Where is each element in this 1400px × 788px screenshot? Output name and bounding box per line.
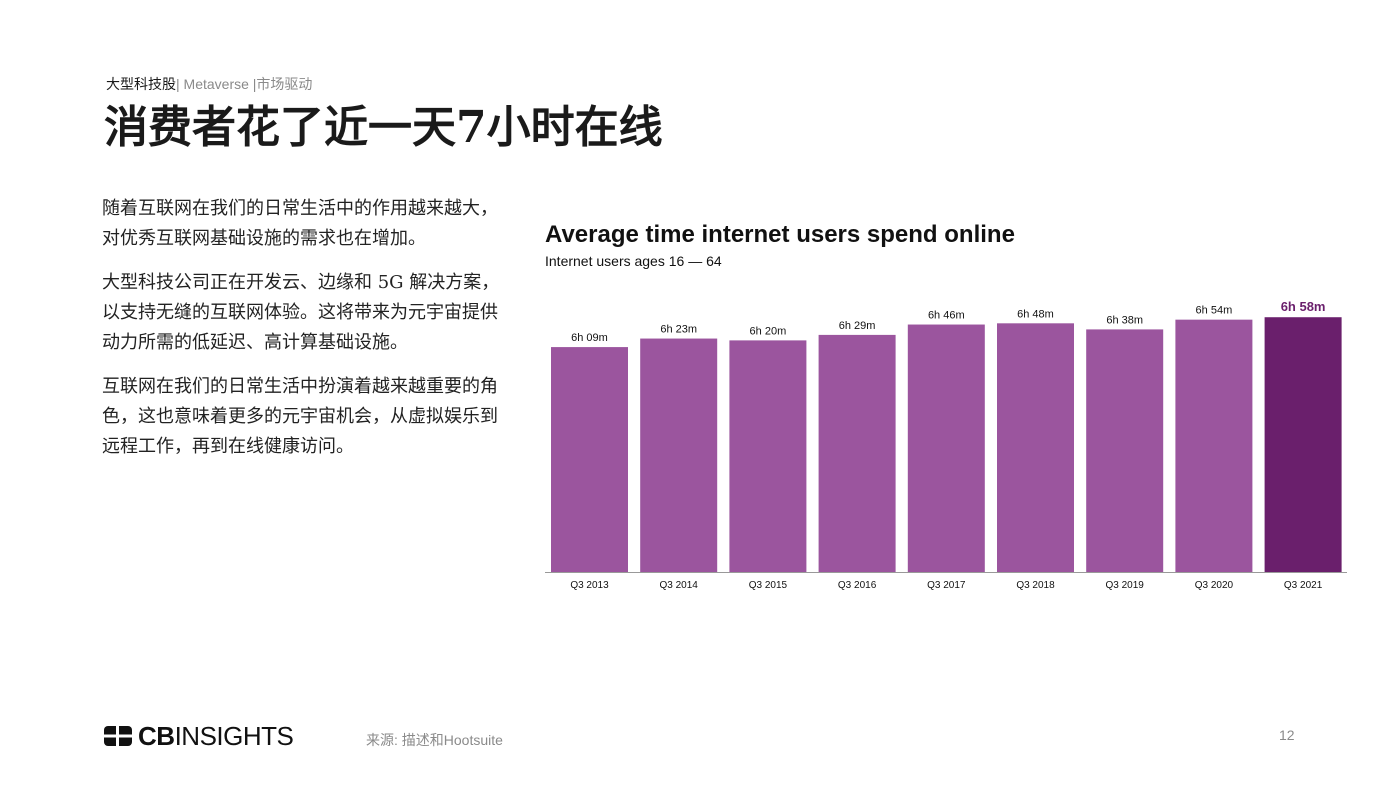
- body-paragraph: 互联网在我们的日常生活中扮演着越来越重要的角色，这也意味着更多的元宇宙机会，从虚…: [102, 376, 498, 457]
- bar: [640, 338, 718, 572]
- page-title: 消费者花了近一天7小时在线: [104, 102, 663, 153]
- body-text: 随着互联网在我们的日常生活中的作用越来越大，对优秀互联网基础设施的需求也在增加。…: [102, 194, 502, 476]
- body-paragraph: 随着互联网在我们的日常生活中的作用越来越大，对优秀互联网基础设施的需求也在增加。: [102, 198, 498, 249]
- x-tick-label: Q3 2017: [927, 580, 966, 591]
- bar: [818, 334, 896, 572]
- breadcrumb: 大型科技股| Metaverse |市场驱动: [106, 74, 312, 94]
- bar-value-label: 6h 09m: [571, 332, 608, 344]
- bar: [551, 347, 628, 572]
- bar-value-label: 6h 54m: [1196, 305, 1233, 317]
- x-tick-label: Q3 2021: [1284, 580, 1323, 591]
- x-tick-label: Q3 2014: [660, 580, 699, 591]
- bar: [1086, 329, 1164, 572]
- source-note: 来源: 描述和Hootsuite: [366, 732, 503, 748]
- bar-value-label: 6h 46m: [928, 310, 965, 322]
- bar-value-label: 6h 48m: [1017, 308, 1054, 320]
- cbinsights-logo: CBINSIGHTS: [104, 721, 294, 751]
- breadcrumb-subtopic: 市场驱动: [256, 76, 313, 92]
- page-number: 12: [1279, 727, 1295, 743]
- breadcrumb-separator: |: [248, 76, 257, 92]
- bar: [1264, 317, 1342, 572]
- bar: [997, 323, 1074, 572]
- breadcrumb-section: 大型科技股: [106, 76, 176, 92]
- x-tick-label: Q3 2016: [838, 580, 877, 591]
- body-paragraph: 大型科技公司正在开发云、边缘和 5G 解决方案，以支持无缝的互联网体验。这将带来…: [102, 272, 500, 353]
- bar-value-label: 6h 23m: [660, 324, 697, 336]
- breadcrumb-separator: |: [176, 76, 184, 92]
- bar-value-label: 6h 58m: [1281, 299, 1326, 314]
- bar: [907, 324, 985, 572]
- cbinsights-logo-icon: [104, 724, 132, 748]
- breadcrumb-topic: Metaverse: [183, 76, 249, 92]
- bar-value-label: 6h 38m: [1106, 314, 1143, 326]
- x-tick-label: Q3 2020: [1195, 580, 1234, 591]
- chart-title: Average time internet users spend online: [545, 221, 1015, 248]
- x-tick-label: Q3 2018: [1016, 580, 1055, 591]
- chart-subtitle: Internet users ages 16 — 64: [545, 253, 722, 269]
- logo-text-light: INSIGHTS: [174, 721, 294, 751]
- bar-value-label: 6h 20m: [750, 325, 787, 337]
- x-tick-label: Q3 2013: [570, 580, 609, 591]
- x-tick-label: Q3 2019: [1106, 580, 1145, 591]
- x-tick-label: Q3 2015: [749, 580, 788, 591]
- bar-chart: 6h 09m Q3 2013 6h 23m Q3 2014 6h 20m Q3 2015 6…: [545, 299, 1347, 591]
- bar: [729, 340, 807, 572]
- bar-value-label: 6h 29m: [839, 320, 876, 332]
- logo-text-bold: CB: [138, 721, 175, 751]
- bar: [1175, 319, 1253, 572]
